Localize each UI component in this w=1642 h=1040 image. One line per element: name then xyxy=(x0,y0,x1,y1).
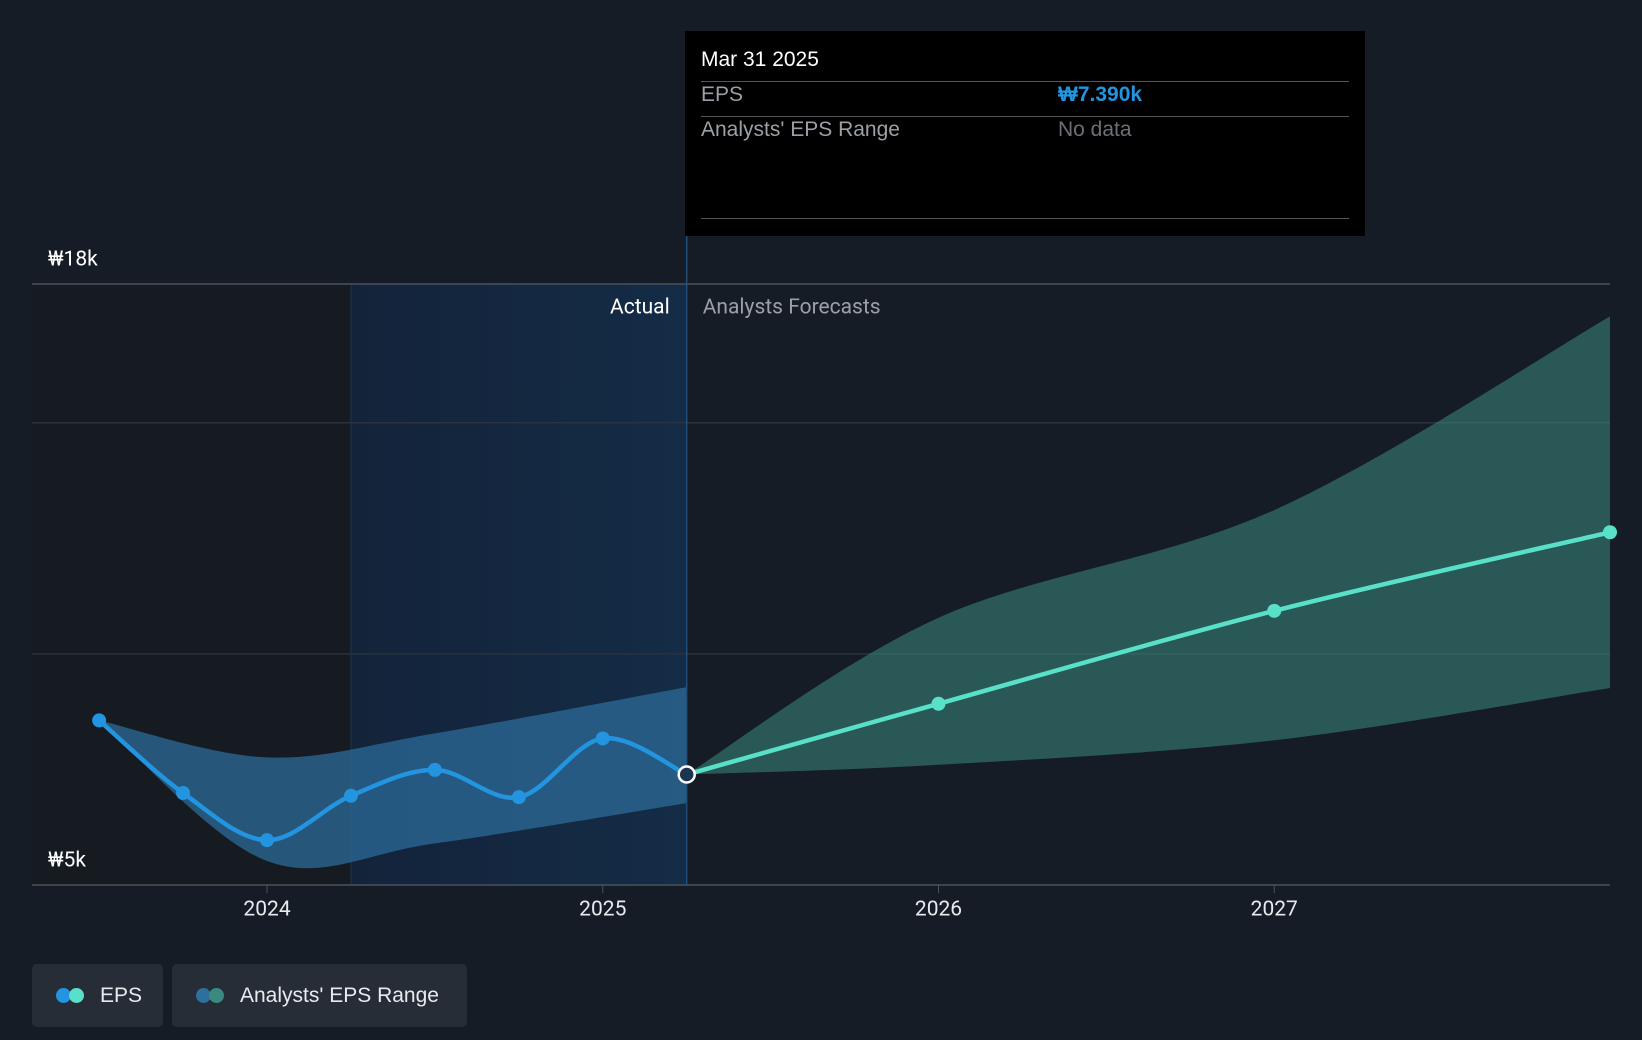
x-tick-label: 2027 xyxy=(1251,898,1298,922)
legend-swatch xyxy=(69,988,84,1003)
tooltip-date: Mar 31 2025 xyxy=(701,48,819,71)
eps-point xyxy=(1603,525,1617,540)
eps-point xyxy=(260,833,275,848)
tooltip: Mar 31 2025 EPS ₩7.390k Analysts' EPS Ra… xyxy=(685,31,1365,236)
eps-point xyxy=(511,790,526,805)
eps-point xyxy=(677,765,696,784)
tooltip-label: Analysts' EPS Range xyxy=(701,118,900,141)
forecast-label: Analysts Forecasts xyxy=(703,296,881,320)
legend-swatch xyxy=(196,988,211,1003)
eps-point xyxy=(427,762,442,777)
y-tick-label: ₩18k xyxy=(48,248,98,272)
tooltip-label: EPS xyxy=(701,83,744,106)
tooltip-value: ₩7.390k xyxy=(1058,83,1143,106)
x-tick-label: 2024 xyxy=(243,898,290,922)
eps-point xyxy=(1267,603,1282,618)
divider-line xyxy=(701,116,1349,117)
divider-line xyxy=(701,81,1349,82)
eps-point xyxy=(92,713,107,728)
x-tick-label: 2026 xyxy=(915,898,962,922)
eps-point xyxy=(176,786,191,801)
divider-line xyxy=(701,218,1349,219)
legend-label: EPS xyxy=(100,984,143,1007)
legend-item[interactable]: EPS xyxy=(32,964,163,1027)
legend-swatch xyxy=(56,988,71,1003)
x-tick-label: 2025 xyxy=(579,898,626,922)
eps-line xyxy=(686,530,1611,777)
eps-point xyxy=(931,696,946,711)
eps-point xyxy=(343,788,358,803)
eps-point xyxy=(595,731,610,746)
tooltip-value: No data xyxy=(1058,118,1132,141)
y-tick-label: ₩5k xyxy=(48,849,86,873)
legend-swatch xyxy=(209,988,224,1003)
legend-item[interactable]: Analysts' EPS Range xyxy=(172,964,467,1027)
actual-label: Actual xyxy=(610,296,670,320)
range-band xyxy=(686,316,1610,775)
legend-label: Analysts' EPS Range xyxy=(240,984,439,1007)
